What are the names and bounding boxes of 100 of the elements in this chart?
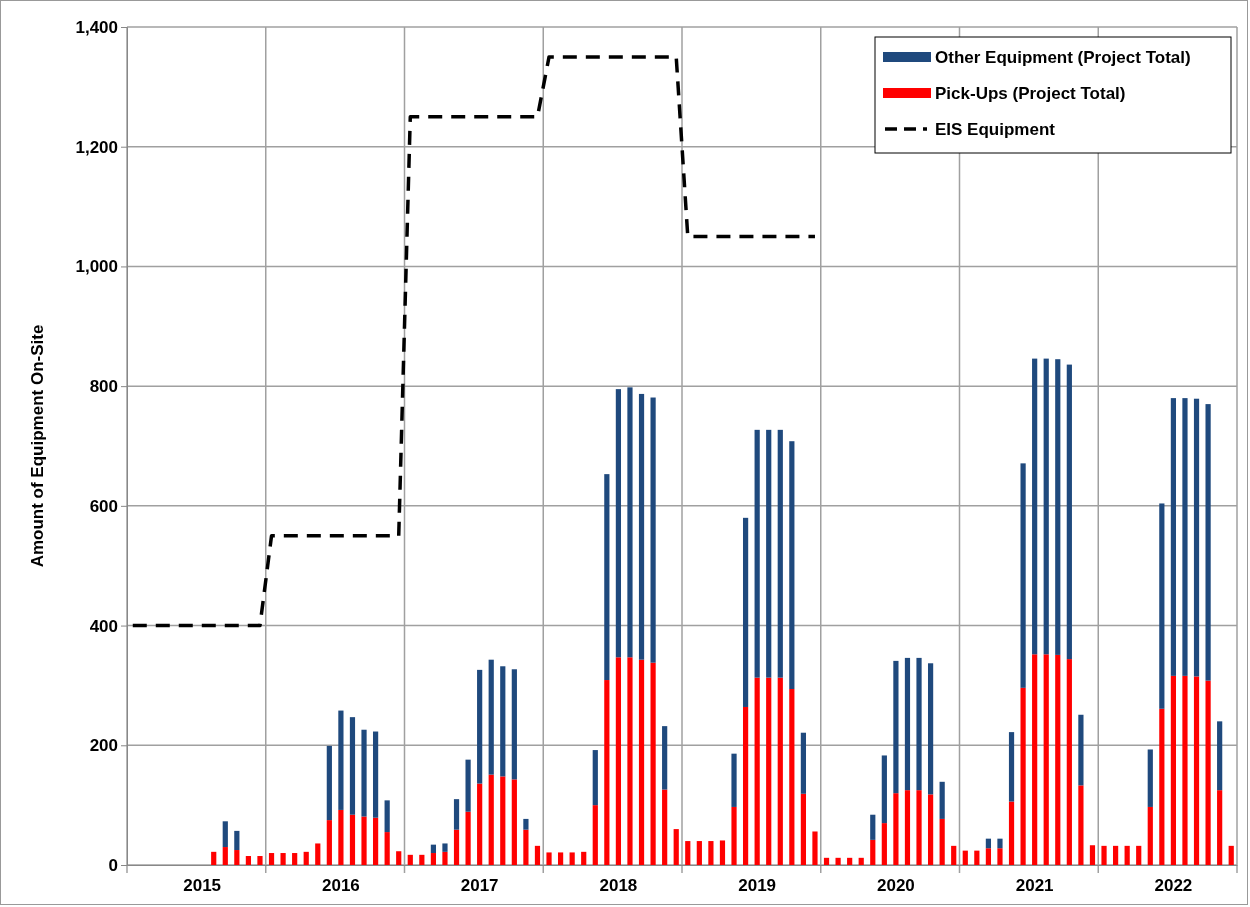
bar — [951, 845, 957, 865]
bar — [361, 816, 367, 865]
bar — [939, 781, 945, 819]
bar — [1147, 749, 1153, 807]
bar — [372, 817, 379, 865]
bar — [338, 710, 344, 810]
y-tick-label: 200 — [89, 736, 118, 756]
bar — [1205, 680, 1211, 865]
bar — [442, 843, 448, 852]
bar — [997, 848, 1003, 865]
bar — [1182, 675, 1188, 865]
bar — [1055, 359, 1061, 655]
bar — [615, 657, 622, 865]
bar — [1032, 654, 1038, 865]
bar — [1170, 675, 1176, 865]
bar — [800, 732, 807, 794]
bar — [777, 677, 783, 865]
bar — [638, 659, 645, 865]
y-tick-label: 800 — [89, 377, 118, 397]
bar — [1112, 845, 1119, 865]
y-tick-label: 1,400 — [75, 17, 118, 37]
bar — [1066, 364, 1072, 660]
bar — [407, 854, 413, 865]
bar — [222, 847, 228, 865]
bar — [1008, 732, 1015, 802]
bar — [939, 818, 945, 865]
bar — [1147, 806, 1153, 865]
x-tick-label: 2020 — [876, 876, 915, 896]
x-tick-label: 2016 — [321, 876, 360, 896]
bar — [985, 838, 992, 849]
bar — [1020, 463, 1026, 688]
bar — [465, 811, 471, 865]
legend-label: Pick-Ups (Project Total) — [935, 84, 1126, 103]
bar — [1159, 708, 1165, 865]
bar — [916, 790, 922, 865]
bar — [812, 831, 818, 865]
bar — [1032, 358, 1038, 655]
bar — [511, 779, 517, 865]
bar — [604, 680, 610, 865]
bar — [1055, 654, 1061, 865]
bar — [604, 474, 610, 681]
bar — [881, 755, 887, 824]
bar — [384, 832, 390, 865]
x-tick-label: 2018 — [599, 876, 638, 896]
bar — [292, 853, 298, 865]
y-tick-label: 0 — [108, 855, 118, 875]
bar — [268, 853, 275, 865]
bar — [615, 389, 622, 658]
y-axis-title: Amount of Equipment On-Site — [28, 324, 47, 568]
bar — [916, 657, 922, 791]
bar — [349, 717, 356, 815]
bar — [1020, 687, 1026, 865]
bar — [523, 829, 529, 865]
bar — [1089, 845, 1096, 865]
bar — [592, 750, 598, 806]
bar — [870, 814, 876, 840]
x-tick-label: 2022 — [1154, 876, 1193, 896]
bar — [1078, 785, 1084, 865]
bar — [1136, 845, 1142, 865]
bar — [326, 820, 332, 865]
x-tick-label: 2017 — [460, 876, 499, 896]
bar — [430, 853, 437, 865]
bar — [1124, 845, 1130, 865]
bar — [777, 429, 783, 678]
bar — [1066, 659, 1072, 865]
bar — [592, 805, 598, 865]
bar — [442, 851, 448, 865]
bar — [997, 838, 1003, 849]
bar — [754, 677, 760, 865]
bar — [789, 441, 795, 690]
bar — [1228, 845, 1234, 865]
bar — [361, 729, 367, 817]
bar — [927, 794, 934, 865]
bar — [523, 818, 529, 830]
bar — [766, 677, 772, 865]
bar — [234, 850, 240, 865]
bar — [881, 823, 887, 865]
bar — [326, 745, 332, 821]
bar — [211, 851, 217, 865]
bar — [384, 800, 390, 833]
bar — [419, 854, 425, 865]
bar — [835, 857, 841, 865]
bar — [742, 517, 749, 707]
bar — [685, 841, 691, 865]
bar — [823, 857, 830, 865]
bar — [338, 809, 344, 865]
bar — [557, 852, 564, 865]
bar — [280, 853, 286, 865]
legend-label: Other Equipment (Project Total) — [935, 48, 1191, 67]
bar — [1170, 398, 1176, 676]
bar — [627, 387, 633, 658]
bar — [453, 829, 460, 865]
bar — [789, 689, 795, 865]
bar — [870, 839, 876, 865]
bar — [858, 857, 864, 865]
bar — [662, 726, 668, 790]
bar — [488, 774, 494, 865]
x-tick-label: 2021 — [1015, 876, 1054, 896]
bar — [257, 856, 263, 865]
legend-label: EIS Equipment — [935, 120, 1056, 139]
